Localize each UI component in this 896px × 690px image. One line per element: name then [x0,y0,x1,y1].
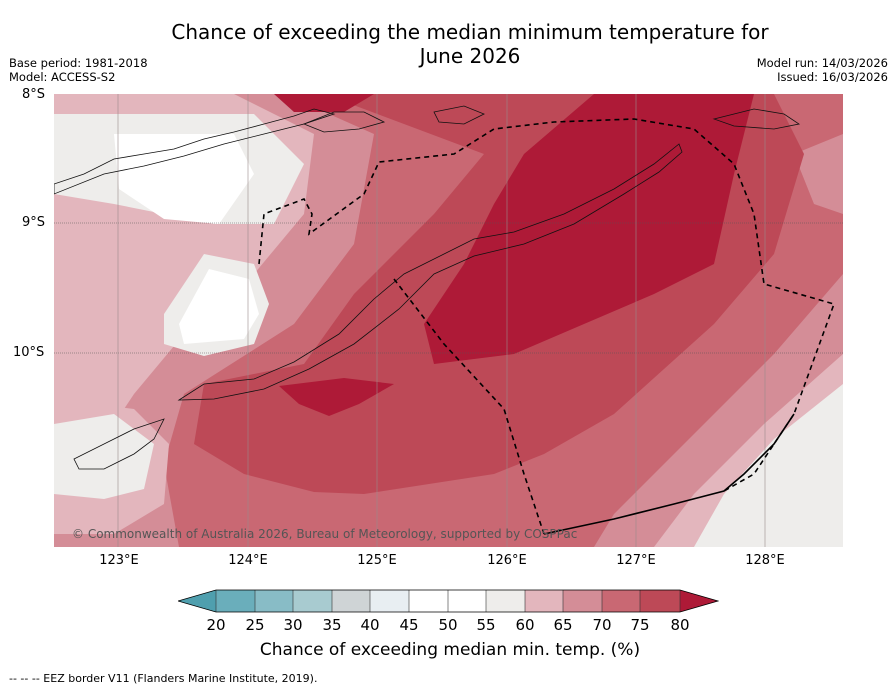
colorbar-label: Chance of exceeding median min. temp. (%… [259,640,641,660]
colorbar-segment-0 [178,590,216,612]
colorbar [178,589,719,613]
colorbar-segment-11 [602,590,640,612]
colorbar-tick-65: 65 [553,616,573,634]
colorbar-tick-50: 50 [438,616,458,634]
colorbar-segment-12 [640,590,680,612]
eez-legend-note: -- -- -- EEZ border V11 (Flanders Marine… [9,672,318,685]
colorbar-segment-1 [216,590,255,612]
contour-55-60-sw [54,414,154,499]
contour-50-55-nw [114,134,254,224]
colorbar-segment-6 [409,590,448,612]
colorbar-tick-20: 20 [206,616,226,634]
lon-label-124e: 124°E [228,553,268,568]
issued-date: Issued: 16/03/2026 [777,70,888,84]
coastline-sabu-sumba [73,418,165,470]
lon-label-123e: 123°E [99,553,139,568]
colorbar-tick-35: 35 [322,616,342,634]
contour-80-south [279,378,394,416]
colorbar-tick-40: 40 [360,616,380,634]
colorbar-segment-8 [486,590,525,612]
lon-label-127e: 127°E [616,553,656,568]
copyright-credit: © Commonwealth of Australia 2026, Bureau… [72,527,578,541]
colorbar-segment-10 [563,590,602,612]
colorbar-tick-60: 60 [515,616,535,634]
colorbar-tick-25: 25 [245,616,265,634]
title-line-1: Chance of exceeding the median minimum t… [171,20,769,44]
lon-label-125e: 125°E [357,553,397,568]
map-title: Chance of exceeding the median minimum t… [140,20,800,68]
coastline-wetar [433,105,485,125]
coastline-north-islands [712,108,801,130]
colorbar-tick-30: 30 [283,616,303,634]
lon-label-128e: 128°E [745,553,785,568]
colorbar-segment-7 [448,590,486,612]
gridlines [54,94,843,547]
coastline-timor [177,143,683,401]
colorbar-tick-70: 70 [592,616,612,634]
probability-map [54,94,843,547]
contour-55-60-se [694,384,843,547]
colorbar-segment-13 [680,590,718,612]
colorbar-outline [178,589,719,613]
colorbar-segment-5 [370,590,409,612]
colorbar-tick-45: 45 [399,616,419,634]
eez-border-solid [543,413,795,535]
model-info: Base period: 1981-2018 Model: ACCESS-S2 [9,56,148,84]
coastlines [54,105,801,470]
title-line-2: June 2026 [419,44,521,68]
lat-label-9s: 9°S [22,215,46,230]
run-info: Model run: 14/03/2026 Issued: 16/03/2026 [757,56,888,84]
coastline-flores [54,108,336,195]
colorbar-segment-9 [525,590,563,612]
colorbar-segment-2 [255,590,293,612]
colorbar-tick-80: 80 [670,616,690,634]
colorbar-tick-55: 55 [476,616,496,634]
lat-label-10s: 10°S [13,345,45,360]
colorbar-segment-3 [293,590,332,612]
model-run-date: Model run: 14/03/2026 [756,56,888,70]
coastline-alor [302,111,386,133]
colorbar-tick-75: 75 [630,616,650,634]
colorbar-segment-4 [332,590,370,612]
contour-80-topleft [274,94,374,112]
eez-border [258,118,836,492]
model-name: Model: ACCESS-S2 [9,70,116,84]
lon-label-126e: 126°E [487,553,527,568]
eez-border-south [393,278,545,535]
contour-50-55-timor [179,269,259,344]
base-period: Base period: 1981-2018 [9,56,148,70]
lat-label-8s: 8°S [22,87,46,102]
